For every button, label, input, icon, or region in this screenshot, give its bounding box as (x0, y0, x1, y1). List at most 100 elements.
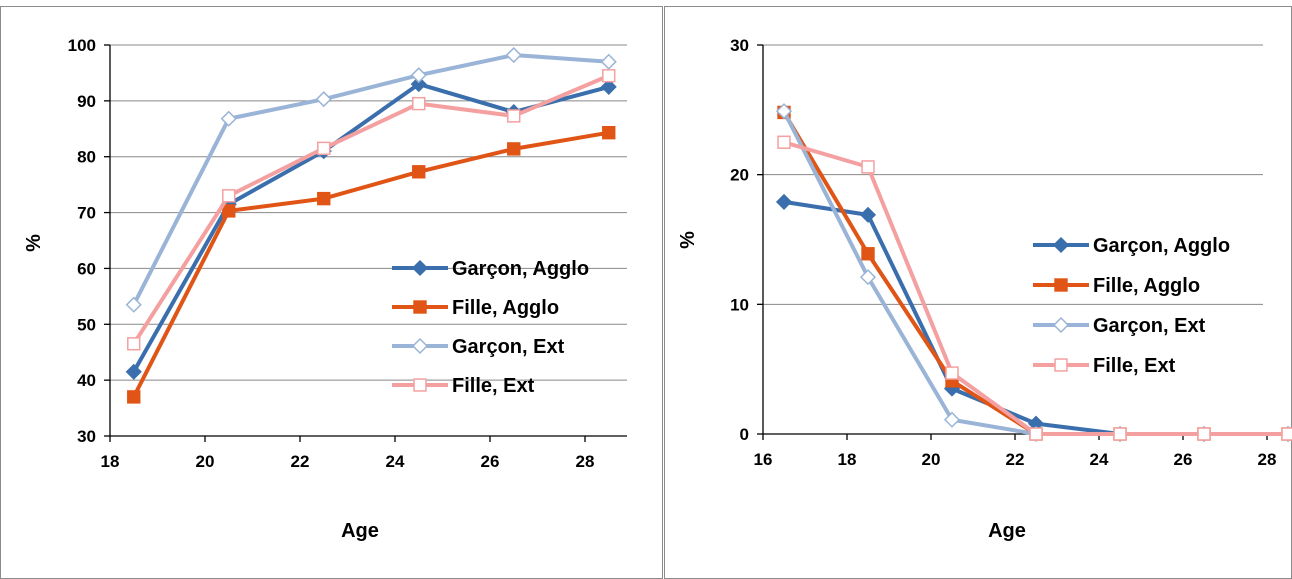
legend-marker (1052, 316, 1070, 334)
data-point (1029, 427, 1043, 441)
series-line (783, 140, 1288, 436)
y-tick-label: 20 (730, 166, 749, 185)
x-tick-label: 20 (196, 452, 215, 471)
y-tick-label: 30 (730, 36, 749, 55)
data-point (775, 103, 793, 120)
series-group (127, 69, 616, 351)
series-group (775, 103, 1292, 443)
data-point (1113, 427, 1127, 441)
legend-marker (1054, 358, 1068, 372)
y-axis-title: % (677, 231, 699, 249)
series-group (777, 105, 1292, 441)
data-point (222, 204, 236, 218)
data-point (861, 247, 875, 261)
legend-label: Garçon, Ext (452, 336, 565, 358)
x-tick-label: 18 (838, 450, 857, 469)
data-point (859, 269, 877, 286)
legend-item: Fille, Ext (392, 375, 535, 397)
data-point (125, 363, 142, 380)
legend-item: Fille, Agglo (392, 297, 559, 319)
data-point (1197, 427, 1211, 441)
x-tick-label: 22 (1006, 450, 1025, 469)
y-tick-label: 70 (77, 204, 96, 223)
x-tick-label: 22 (291, 452, 310, 471)
y-tick-label: 100 (68, 36, 96, 55)
series-line (131, 130, 610, 398)
legend-marker (413, 300, 427, 314)
data-point (410, 67, 427, 84)
data-point (777, 135, 791, 149)
legend-label: Fille, Ext (452, 375, 535, 397)
legend-item: Garçon, Ext (392, 336, 565, 358)
legend-item: Garçon, Agglo (1033, 235, 1230, 257)
y-tick-label: 40 (77, 371, 96, 390)
data-point (600, 78, 617, 95)
series-group (125, 46, 617, 313)
data-point (222, 189, 236, 203)
legend-label: Fille, Ext (1093, 355, 1176, 377)
x-tick-label: 28 (576, 452, 595, 471)
legend-label: Garçon, Agglo (1093, 235, 1230, 257)
data-point (127, 337, 141, 351)
data-point (317, 141, 331, 156)
x-tick-label: 18 (101, 452, 120, 471)
data-point (127, 390, 141, 404)
data-point (945, 366, 959, 380)
data-point (1281, 427, 1292, 441)
y-tick-label: 0 (740, 425, 749, 444)
series-group (777, 135, 1292, 441)
legend-label: Fille, Agglo (1093, 275, 1200, 297)
x-tick-label: 16 (754, 450, 773, 469)
y-tick-label: 10 (730, 295, 749, 314)
y-tick-label: 80 (77, 148, 96, 167)
x-axis-title: Age (988, 520, 1026, 542)
series-line (782, 111, 1288, 436)
legend-item: Fille, Ext (1033, 355, 1176, 377)
data-point (943, 411, 961, 428)
chart-panel-right (664, 6, 1292, 579)
data-point (775, 193, 793, 210)
legend-item: Garçon, Agglo (392, 258, 589, 280)
x-tick-label: 24 (386, 452, 405, 471)
data-point (220, 110, 237, 127)
series-group (127, 125, 616, 404)
data-point (600, 53, 617, 70)
legend-marker (1052, 236, 1070, 254)
legend-marker (411, 259, 429, 277)
data-point (315, 91, 332, 108)
x-tick-label: 26 (1174, 450, 1193, 469)
x-axis-title: Age (341, 520, 379, 542)
x-tick-label: 24 (1090, 450, 1109, 469)
series-line (131, 53, 609, 306)
legend-marker (1054, 278, 1068, 292)
data-point (861, 160, 875, 174)
y-axis-title: % (23, 234, 45, 252)
y-tick-label: 60 (77, 259, 96, 278)
data-point (412, 165, 426, 179)
x-tick-label: 20 (922, 450, 941, 469)
data-point (859, 206, 877, 223)
data-point (125, 296, 142, 313)
legend-label: Garçon, Agglo (452, 258, 589, 280)
data-point (507, 109, 521, 123)
data-point (507, 142, 521, 156)
legend-label: Garçon, Ext (1093, 315, 1206, 337)
y-tick-label: 30 (77, 427, 96, 446)
legend-item: Garçon, Ext (1033, 315, 1206, 337)
x-tick-label: 26 (481, 452, 500, 471)
data-point (412, 96, 426, 111)
data-point (505, 46, 522, 64)
legend-label: Fille, Agglo (452, 297, 559, 319)
series-line (132, 73, 610, 345)
data-point (602, 125, 616, 140)
x-tick-label: 28 (1258, 450, 1277, 469)
series-line (782, 110, 1288, 436)
data-point (410, 76, 427, 93)
y-tick-label: 90 (77, 92, 96, 111)
data-point (317, 191, 331, 206)
series-group (125, 76, 617, 380)
data-point (602, 69, 616, 83)
y-tick-label: 50 (77, 315, 96, 334)
legend-marker (413, 378, 427, 392)
